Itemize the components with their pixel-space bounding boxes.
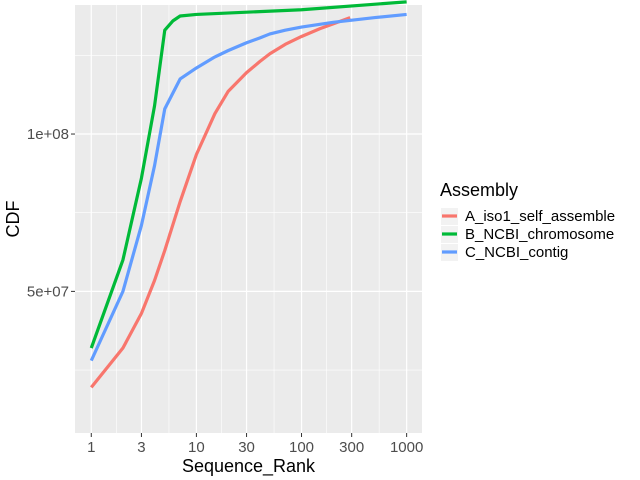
x-tick-label: 1000 [390,439,423,456]
x-tick-label: 1 [87,439,95,456]
y-tick-label: 1e+08 [27,126,69,143]
y-tick-label: 5e+07 [27,283,69,300]
y-axis: 5e+07 1e+08 [27,126,75,300]
x-axis: 1 3 10 30 100 300 1000 [87,433,423,456]
x-tick-label: 3 [137,439,145,456]
legend-item: C_NCBI_contig [441,244,568,261]
legend-item: A_iso1_self_assemble [441,208,615,225]
legend-label: A_iso1_self_assemble [465,208,615,225]
legend-items: A_iso1_self_assembleB_NCBI_chromosomeC_N… [441,208,615,261]
x-axis-title: Sequence_Rank [182,456,316,477]
series-lines [89,0,407,389]
legend-item: B_NCBI_chromosome [441,226,614,243]
x-tick-label: 100 [289,439,314,456]
x-tick-label: 300 [339,439,364,456]
legend-label: C_NCBI_contig [465,244,568,261]
legend-label: B_NCBI_chromosome [465,226,614,243]
x-tick-label: 30 [238,439,255,456]
series-line-c-ncbi-contig [89,12,407,362]
x-tick-label: 10 [188,439,205,456]
legend: Assembly A_iso1_self_assembleB_NCBI_chro… [440,180,615,261]
y-axis-title: CDF [3,201,23,238]
series-line-a-iso1-self-assemble [90,16,351,389]
series-line-b-ncbi-chromosome [89,0,407,349]
legend-title: Assembly [440,180,518,200]
